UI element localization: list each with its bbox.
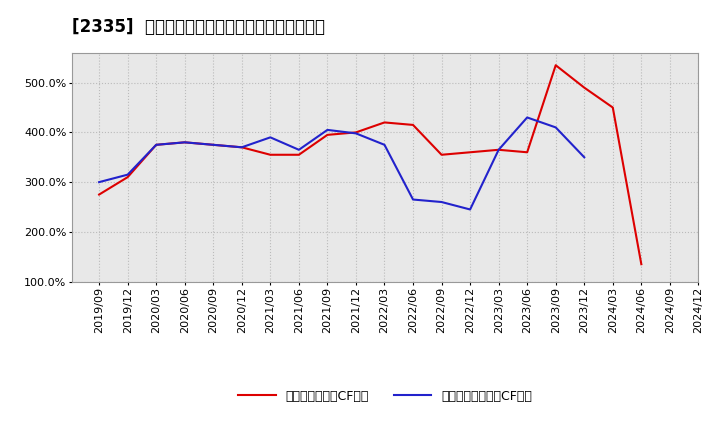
有利子負債営業CF比率 <box>637 261 646 267</box>
有利子負債フリーCF比率 <box>152 142 161 147</box>
有利子負債フリーCF比率 <box>466 207 474 212</box>
Line: 有利子負債フリーCF比率: 有利子負債フリーCF比率 <box>99 117 642 284</box>
有利子負債フリーCF比率 <box>437 199 446 205</box>
有利子負債営業CF比率 <box>580 85 588 90</box>
有利子負債営業CF比率 <box>380 120 389 125</box>
有利子負債フリーCF比率 <box>552 125 560 130</box>
有利子負債フリーCF比率 <box>409 197 418 202</box>
有利子負債営業CF比率 <box>294 152 303 158</box>
有利子負債営業CF比率 <box>409 122 418 128</box>
有利子負債フリーCF比率 <box>181 139 189 145</box>
有利子負債営業CF比率 <box>466 150 474 155</box>
有利子負債営業CF比率 <box>608 105 617 110</box>
有利子負債営業CF比率 <box>152 142 161 147</box>
有利子負債フリーCF比率 <box>380 142 389 147</box>
有利子負債営業CF比率 <box>437 152 446 158</box>
有利子負債営業CF比率 <box>181 139 189 145</box>
有利子負債営業CF比率 <box>552 62 560 68</box>
有利子負債フリーCF比率 <box>294 147 303 152</box>
有利子負債フリーCF比率 <box>95 180 104 185</box>
有利子負債営業CF比率 <box>209 142 217 147</box>
Line: 有利子負債営業CF比率: 有利子負債営業CF比率 <box>99 65 642 264</box>
有利子負債営業CF比率 <box>123 175 132 180</box>
有利子負債営業CF比率 <box>95 192 104 197</box>
有利子負債フリーCF比率 <box>523 115 531 120</box>
Text: [2335]  有利子負債キャッシュフロー比率の推移: [2335] 有利子負債キャッシュフロー比率の推移 <box>72 18 325 36</box>
有利子負債フリーCF比率 <box>580 154 588 160</box>
有利子負債営業CF比率 <box>495 147 503 152</box>
有利子負債フリーCF比率 <box>351 131 360 136</box>
有利子負債フリーCF比率 <box>266 135 274 140</box>
Legend: 有利子負債営業CF比率, 有利子負債フリーCF比率: 有利子負債営業CF比率, 有利子負債フリーCF比率 <box>233 385 537 408</box>
有利子負債営業CF比率 <box>266 152 274 158</box>
有利子負債フリーCF比率 <box>495 147 503 152</box>
有利子負債フリーCF比率 <box>637 282 646 287</box>
有利子負債営業CF比率 <box>238 145 246 150</box>
有利子負債フリーCF比率 <box>238 145 246 150</box>
有利子負債営業CF比率 <box>323 132 332 138</box>
有利子負債フリーCF比率 <box>123 172 132 177</box>
有利子負債営業CF比率 <box>351 130 360 135</box>
有利子負債フリーCF比率 <box>209 142 217 147</box>
有利子負債フリーCF比率 <box>323 127 332 132</box>
有利子負債営業CF比率 <box>523 150 531 155</box>
